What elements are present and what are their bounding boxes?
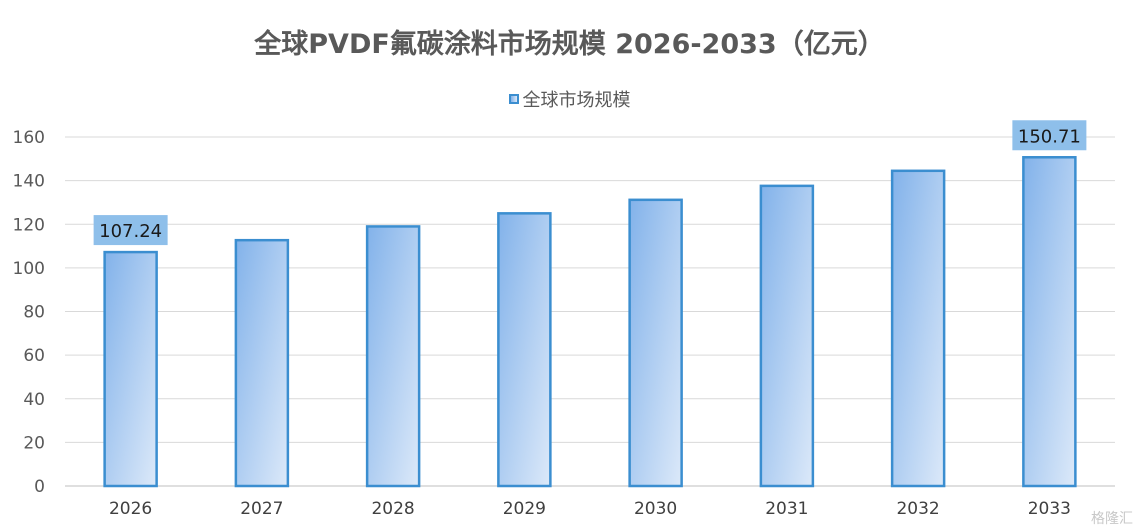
x-tick-label: 2029 bbox=[503, 499, 546, 519]
bar-2027 bbox=[234, 238, 290, 488]
bar-2032 bbox=[890, 169, 946, 488]
bar-2026 bbox=[103, 250, 158, 488]
legend: 全球市场规模 bbox=[0, 86, 1139, 112]
bar-2031 bbox=[759, 184, 815, 488]
bar-2030 bbox=[628, 198, 683, 488]
bar-2029 bbox=[497, 212, 552, 488]
x-tick-label: 2026 bbox=[109, 499, 152, 519]
y-tick-label: 140 bbox=[13, 172, 45, 192]
y-tick-label: 100 bbox=[13, 259, 45, 279]
bar-2028 bbox=[365, 225, 421, 488]
watermark: 格隆汇 bbox=[1091, 511, 1133, 527]
x-tick-label: 2028 bbox=[371, 499, 414, 519]
x-tick-label: 2033 bbox=[1028, 499, 1071, 519]
data-label-box bbox=[93, 215, 168, 246]
y-tick-label: 120 bbox=[13, 215, 45, 235]
x-tick-label: 2031 bbox=[765, 499, 808, 519]
y-tick-label: 0 bbox=[34, 477, 45, 497]
x-tick-label: 2032 bbox=[896, 499, 939, 519]
y-tick-label: 20 bbox=[23, 433, 45, 453]
x-tick-label: 2030 bbox=[634, 499, 677, 519]
y-tick-label: 160 bbox=[13, 128, 45, 148]
chart-title: 全球PVDF氟碳涂料市场规模 2026-2033（亿元） bbox=[254, 29, 885, 60]
bar-2033 bbox=[1022, 156, 1077, 488]
legend-label: 全球市场规模 bbox=[522, 90, 631, 111]
label-layer: 107.24 150.71 bbox=[93, 120, 1087, 246]
y-tick-label: 80 bbox=[23, 303, 45, 323]
grid-layer: 0 20 40 60 80 100 120 140 160 2026 2027 2028 2029 203… bbox=[13, 128, 1115, 519]
x-tick-label: 2027 bbox=[240, 499, 283, 519]
bar-layer bbox=[103, 156, 1077, 488]
data-label-2026: 107.24 bbox=[99, 221, 162, 242]
y-tick-label: 40 bbox=[23, 390, 45, 410]
legend-swatch bbox=[508, 94, 519, 104]
y-tick-label: 60 bbox=[23, 346, 45, 366]
data-label-box bbox=[1012, 120, 1087, 151]
data-label-2033: 150.71 bbox=[1018, 126, 1081, 147]
